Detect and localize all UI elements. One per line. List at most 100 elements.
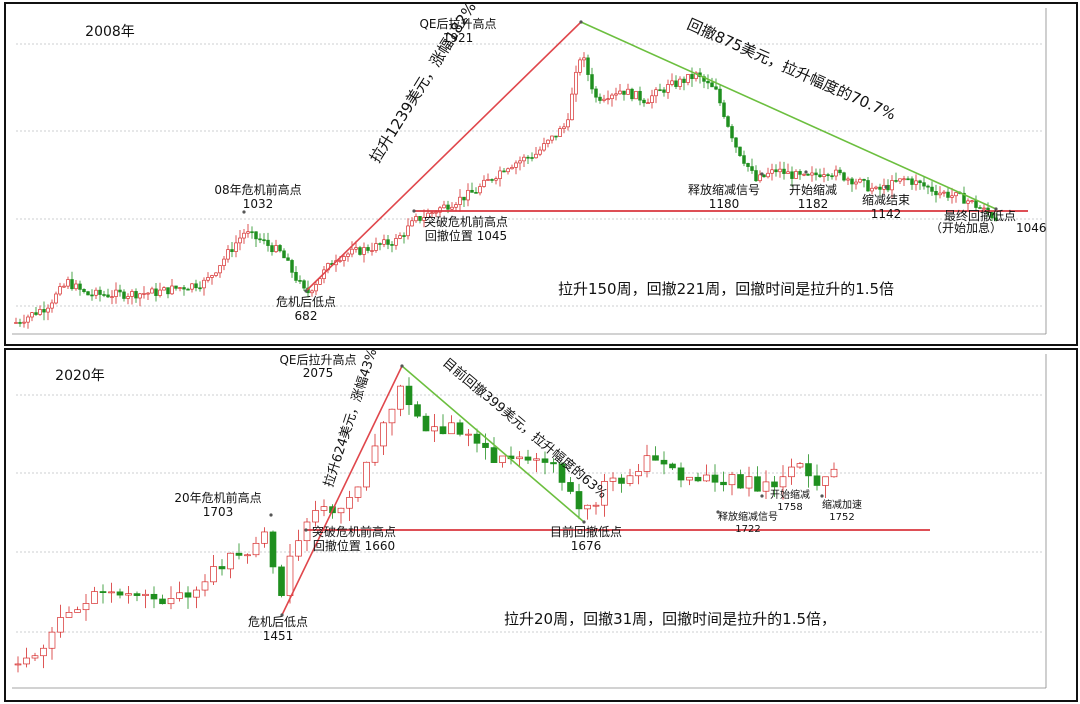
taper-signal-label-line2: 1722 [735, 524, 760, 535]
candle-body [371, 445, 379, 463]
candle-body [554, 135, 558, 138]
point-marker [760, 494, 764, 498]
candle-body [622, 90, 626, 95]
candle-body [458, 196, 462, 205]
candle-body [550, 462, 557, 465]
candle-body [766, 172, 770, 178]
candle-body [50, 302, 54, 309]
candle-body [594, 88, 598, 98]
candle-body [98, 289, 102, 295]
candle-body [806, 173, 810, 176]
candle-body [174, 285, 178, 289]
candle-body [398, 235, 402, 239]
candle-body [682, 78, 686, 83]
candle-body [974, 200, 978, 208]
candle-body [794, 171, 798, 179]
candle-body [626, 475, 634, 484]
point-marker [820, 494, 824, 498]
candle-body [652, 455, 659, 461]
candle-body [642, 99, 646, 104]
candle-body [246, 231, 250, 234]
candle-body [394, 238, 398, 246]
candle-body [534, 153, 538, 159]
candle-body [614, 93, 618, 96]
candle-body [23, 657, 30, 665]
candle-body [320, 506, 328, 511]
candle-body [346, 253, 350, 257]
candle-body [146, 292, 150, 295]
candle-body [970, 200, 974, 203]
point-marker [994, 207, 998, 211]
candle-body [754, 476, 761, 492]
breakout-label-line2: 回撤位置 1045 [425, 228, 507, 243]
candle-body [405, 385, 413, 406]
candle-body [274, 245, 278, 253]
candle-body [382, 239, 386, 245]
candle-body [358, 247, 362, 255]
candle-body [402, 235, 406, 237]
candle-body [526, 156, 530, 159]
candle-body [890, 180, 894, 191]
candle-body [290, 260, 294, 273]
candle-body [91, 591, 98, 604]
candle-body [762, 481, 770, 492]
candle-body [166, 287, 170, 295]
candle-body [574, 71, 578, 95]
point-marker [579, 20, 583, 24]
candle-body [934, 191, 938, 196]
candle-body [870, 187, 874, 192]
candle-body [646, 102, 650, 104]
candle-body [910, 178, 914, 185]
candle-body [167, 598, 175, 605]
candle-body [182, 287, 186, 290]
candle-body [193, 589, 200, 598]
taper-accel-label-line2: 1752 [829, 512, 854, 523]
candle-body [662, 89, 666, 93]
crisis-low-label: 危机后低点 [276, 295, 336, 309]
candle-body [108, 591, 115, 594]
taper-start-label-line2: 1758 [777, 502, 802, 513]
point-marker [582, 520, 586, 524]
candle-body [962, 192, 966, 204]
candle-body [734, 137, 738, 148]
candle-body [218, 265, 222, 274]
candle-body [439, 426, 447, 435]
candle-body [422, 415, 430, 432]
candle-body [618, 477, 625, 484]
candle-body [918, 180, 922, 184]
candle-body [262, 239, 266, 242]
candle-body [486, 179, 490, 181]
candle-body [414, 404, 421, 417]
candle-body [238, 237, 242, 244]
candle-body [250, 231, 254, 234]
candle-body [446, 204, 450, 210]
candle-body [674, 80, 678, 87]
candle-body [266, 239, 270, 246]
candle-body [643, 455, 651, 472]
candle-body [669, 463, 676, 469]
candle-body [31, 655, 39, 659]
candle-body [582, 57, 586, 61]
candle-body [778, 168, 782, 173]
candle-body [950, 195, 954, 198]
candle-body [694, 476, 702, 482]
candle-body [906, 178, 910, 181]
candle-body [686, 74, 690, 83]
point-marker [804, 170, 808, 174]
candle-body [244, 554, 251, 557]
candle-body [370, 250, 374, 252]
pullback-label: 目前回撤399美元，拉升幅度的63% [439, 355, 610, 502]
candle-body [414, 216, 418, 222]
candle-body [894, 180, 898, 182]
candle-body [261, 531, 268, 544]
candle-body [826, 174, 830, 177]
point-marker [760, 172, 764, 176]
candle-body [782, 168, 786, 174]
taper-start-label-line2: 1182 [798, 197, 829, 211]
candle-body [830, 175, 834, 178]
candle-body [202, 279, 206, 289]
candle-body [728, 474, 736, 486]
candle-body [26, 316, 30, 323]
candle-body [178, 287, 182, 289]
